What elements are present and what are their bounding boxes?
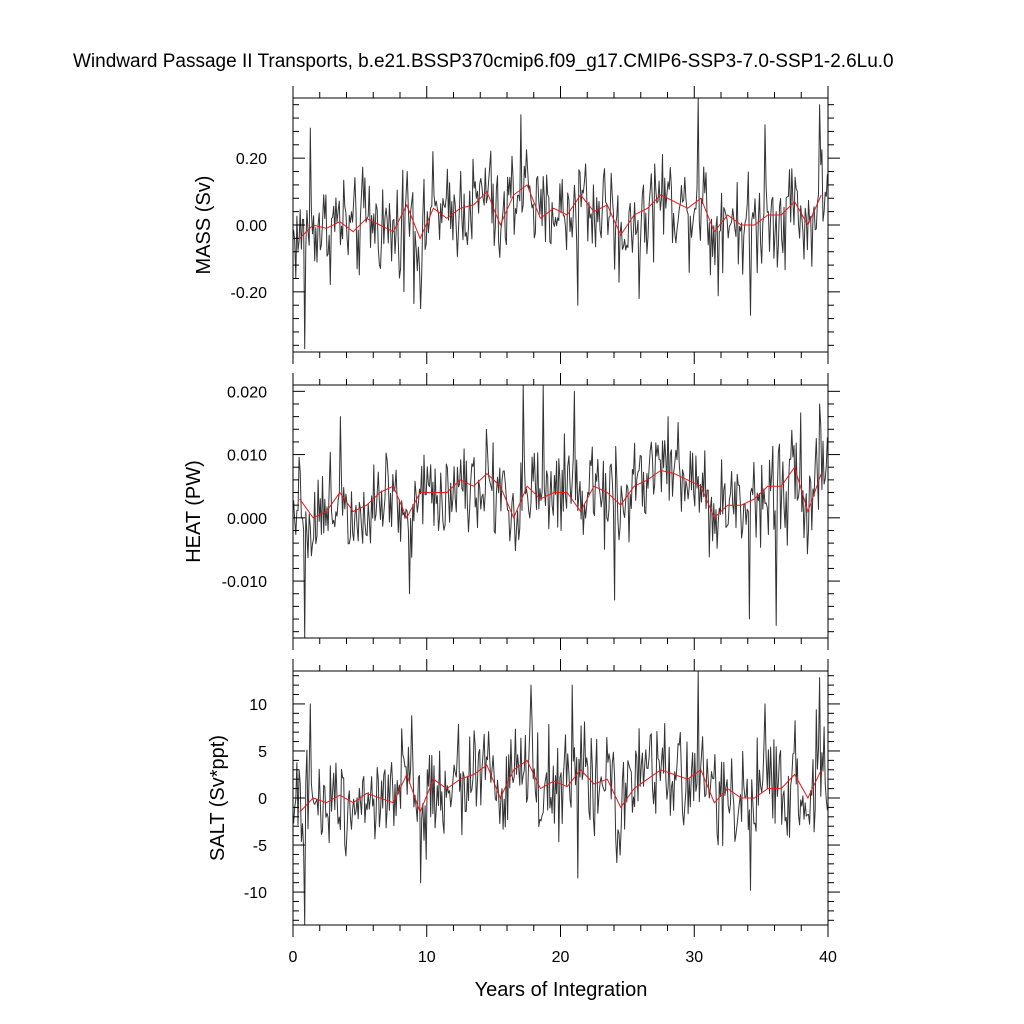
annual-mean-line [299, 759, 822, 814]
x-tick-label: 20 [552, 949, 570, 966]
monthly-series-line [293, 670, 828, 926]
annual-mean-line [299, 184, 822, 240]
x-tick-label: 10 [418, 949, 436, 966]
panel-2: 0.020 0.010 0.000 -0.010 HEAT (PW) [183, 373, 840, 650]
panels: 0.20 0.00 -0.20 MASS (Sv) 0.020 0.010 0.000 -0.… [183, 86, 840, 966]
x-axis-title: Years of Integration [475, 979, 648, 1001]
y-tick-label: -0.20 [231, 285, 268, 302]
y-tick-label: 0.20 [236, 151, 267, 168]
y-tick-label: 0.010 [227, 448, 267, 465]
chart-title: Windward Passage II Transports, b.e21.BS… [73, 51, 894, 72]
y-tick-label: 0.020 [227, 384, 267, 401]
panel-1: 0.20 0.00 -0.20 MASS (Sv) [193, 86, 840, 364]
y-tick-label: 0 [258, 791, 267, 808]
y-tick-label: 0.00 [236, 218, 267, 235]
monthly-series-line [293, 97, 828, 350]
y-tick-label: 5 [258, 744, 267, 761]
panel-3: 10 5 0 -5 -10 SALT (Sv*ppt) 0 10 20 30 40 [207, 659, 840, 966]
x-tick-label: 40 [819, 949, 837, 966]
y-tick-label: 10 [249, 697, 267, 714]
y-tick-label: 0.000 [227, 511, 267, 528]
monthly-series-line [293, 384, 828, 639]
y-axis-title: MASS (Sv) [193, 176, 215, 275]
y-tick-label: -0.010 [222, 574, 267, 591]
y-tick-label: -5 [253, 838, 267, 855]
y-axis-title: SALT (Sv*ppt) [207, 735, 229, 861]
annual-mean-line [299, 466, 822, 520]
y-axis-title: HEAT (PW) [183, 460, 205, 563]
x-tick-label: 0 [289, 949, 298, 966]
x-tick-label: 30 [685, 949, 703, 966]
y-tick-label: -10 [244, 885, 267, 902]
